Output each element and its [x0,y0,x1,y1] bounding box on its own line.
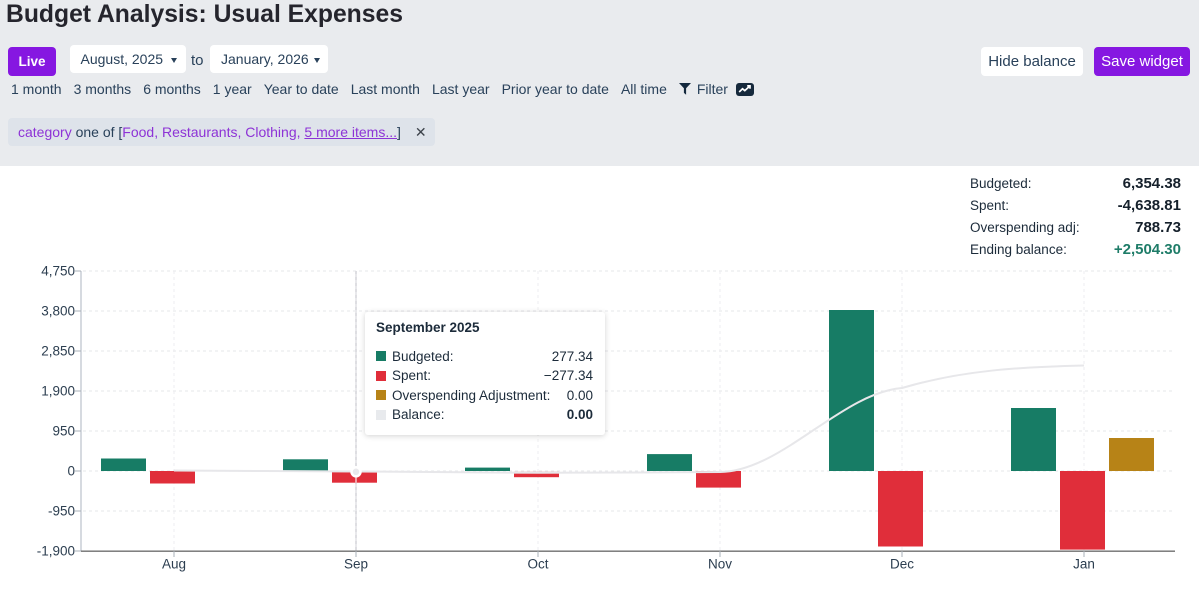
svg-text:Sep: Sep [344,557,368,572]
svg-text:2,850: 2,850 [41,344,75,359]
svg-text:Dec: Dec [890,557,914,572]
svg-text:-1,900: -1,900 [37,544,75,559]
svg-text:Oct: Oct [527,557,548,572]
svg-text:4,750: 4,750 [41,264,75,279]
svg-text:Jan: Jan [1073,557,1095,572]
svg-text:-950: -950 [48,504,75,519]
svg-text:Nov: Nov [708,557,732,572]
svg-text:950: 950 [52,424,75,439]
svg-text:Aug: Aug [162,557,186,572]
svg-text:3,800: 3,800 [41,304,75,319]
svg-text:1,900: 1,900 [41,384,75,399]
svg-text:0: 0 [67,464,75,479]
